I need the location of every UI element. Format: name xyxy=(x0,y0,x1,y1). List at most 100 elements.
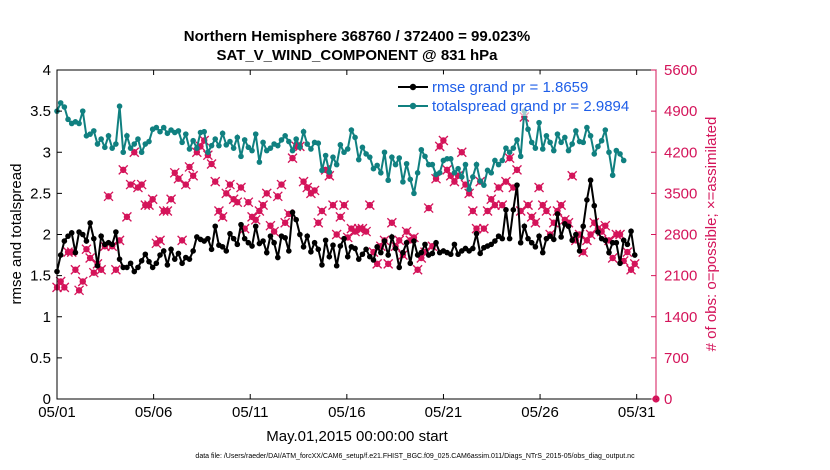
totalspread-point xyxy=(558,139,564,146)
totalspread-point xyxy=(374,162,380,169)
obs-count-point xyxy=(339,200,349,211)
obs-count-point xyxy=(258,200,269,211)
rmse-point xyxy=(370,257,377,263)
obs-marker-cross xyxy=(136,179,147,190)
obs-count-point xyxy=(556,200,567,211)
obs-count-point xyxy=(482,206,493,216)
totalspread-point xyxy=(422,153,428,160)
totalspread-point xyxy=(562,134,568,141)
totalspread-point xyxy=(495,161,502,168)
totalspread-point xyxy=(477,178,483,184)
rmse-point xyxy=(514,182,520,188)
obs-marker-cross xyxy=(59,282,70,293)
x-tick-label: 05/31 xyxy=(618,404,656,421)
totalspread-point xyxy=(389,154,395,160)
rmse-point xyxy=(146,258,152,265)
obs-count-point xyxy=(585,229,596,240)
obs-marker-cross xyxy=(155,235,165,246)
obs-marker-cross xyxy=(180,179,191,190)
obs-count-point xyxy=(232,197,243,208)
obs-count-point xyxy=(401,226,412,237)
totalspread-point xyxy=(536,119,542,126)
rmse-point xyxy=(624,241,631,248)
rmse-point xyxy=(528,239,535,246)
obs-marker-cross xyxy=(55,276,66,287)
obs-marker-cross xyxy=(541,206,552,216)
rmse-point xyxy=(311,239,318,246)
rmse-point xyxy=(418,249,425,256)
obs-count-point xyxy=(184,161,195,172)
obs-marker-cross xyxy=(287,153,298,164)
chart-subtitle: SAT_V_WIND_COMPONENT @ 831 hPa xyxy=(216,47,498,64)
totalspread-point xyxy=(606,149,612,156)
totalspread-point xyxy=(124,133,130,139)
totalspread-point xyxy=(278,137,285,143)
rmse-point xyxy=(319,262,325,268)
obs-marker-cross xyxy=(313,217,324,228)
obs-marker-cross xyxy=(372,258,383,269)
totalspread-point xyxy=(157,128,163,135)
totalspread-point xyxy=(543,133,550,139)
obs-marker-cross xyxy=(210,176,221,187)
rmse-point xyxy=(90,235,97,242)
y-axis-left: 0 0.5 1 1.5 2 2.5 3 3.5 4 xyxy=(30,62,62,408)
totalspread-point xyxy=(366,154,373,160)
obs-marker-cross xyxy=(523,200,533,211)
x-tick-label: 05/01 xyxy=(38,404,76,421)
obs-count-point xyxy=(313,217,324,228)
rmse-point xyxy=(374,244,380,250)
data-file-note: data file: /Users/raeder/DAI/ATM_forcXX/… xyxy=(195,453,635,460)
totalspread-point xyxy=(547,139,553,146)
totalspread-point xyxy=(580,139,587,146)
obs-count-point xyxy=(188,170,199,181)
rmse-point xyxy=(407,260,414,267)
totalspread-point xyxy=(300,128,307,135)
obs-marker-cross xyxy=(394,235,405,246)
totalspread-point xyxy=(315,140,322,147)
totalspread-point xyxy=(436,170,443,176)
rmse-point xyxy=(124,264,130,271)
totalspread-point xyxy=(297,144,303,151)
rmse-point xyxy=(470,245,476,252)
rmse-point xyxy=(304,233,311,239)
obs-marker-cross xyxy=(486,194,497,205)
obs-marker-cross xyxy=(361,226,372,237)
totalspread-point xyxy=(378,170,384,176)
totalspread-point xyxy=(330,154,336,160)
rmse-point xyxy=(433,239,439,246)
rmse-point xyxy=(186,256,193,262)
rmse-point xyxy=(98,233,104,239)
totalspread-point xyxy=(481,182,487,188)
totalspread-point xyxy=(550,147,557,154)
totalspread-point xyxy=(488,170,495,176)
totalspread-point xyxy=(260,139,266,146)
rmse-point xyxy=(503,207,509,213)
totalspread-point xyxy=(216,142,222,149)
obs-marker-cross xyxy=(88,267,99,278)
rmse-point xyxy=(337,243,344,249)
obs-marker-cross xyxy=(537,200,548,211)
rmse-point xyxy=(282,234,288,241)
obs-marker-cross xyxy=(199,135,210,146)
obs-marker-cross xyxy=(456,147,467,158)
obs-marker-cross xyxy=(166,194,177,205)
totalspread-point xyxy=(532,145,539,151)
obs-count-point xyxy=(364,200,375,211)
obs-marker-cross xyxy=(243,197,254,208)
rmse-point xyxy=(293,216,299,223)
totalspread-point xyxy=(293,136,299,142)
y-axis-right-label: # of obs: o=possible; ×=assimilated xyxy=(703,117,720,352)
totalspread-point xyxy=(190,137,196,144)
rmse-point xyxy=(547,233,553,239)
obs-marker-cross xyxy=(629,258,640,269)
obs-marker-cross xyxy=(467,206,478,216)
obs-marker-cross xyxy=(331,229,342,240)
y-left-tick-label: 3.5 xyxy=(30,103,51,120)
rmse-point xyxy=(378,249,384,256)
rmse-point xyxy=(171,256,178,262)
totalspread-point xyxy=(506,149,513,156)
totalspread-point xyxy=(153,124,160,131)
obs-count-point xyxy=(456,147,467,158)
obs-count-point xyxy=(600,220,611,231)
obs-count-point xyxy=(493,182,504,193)
